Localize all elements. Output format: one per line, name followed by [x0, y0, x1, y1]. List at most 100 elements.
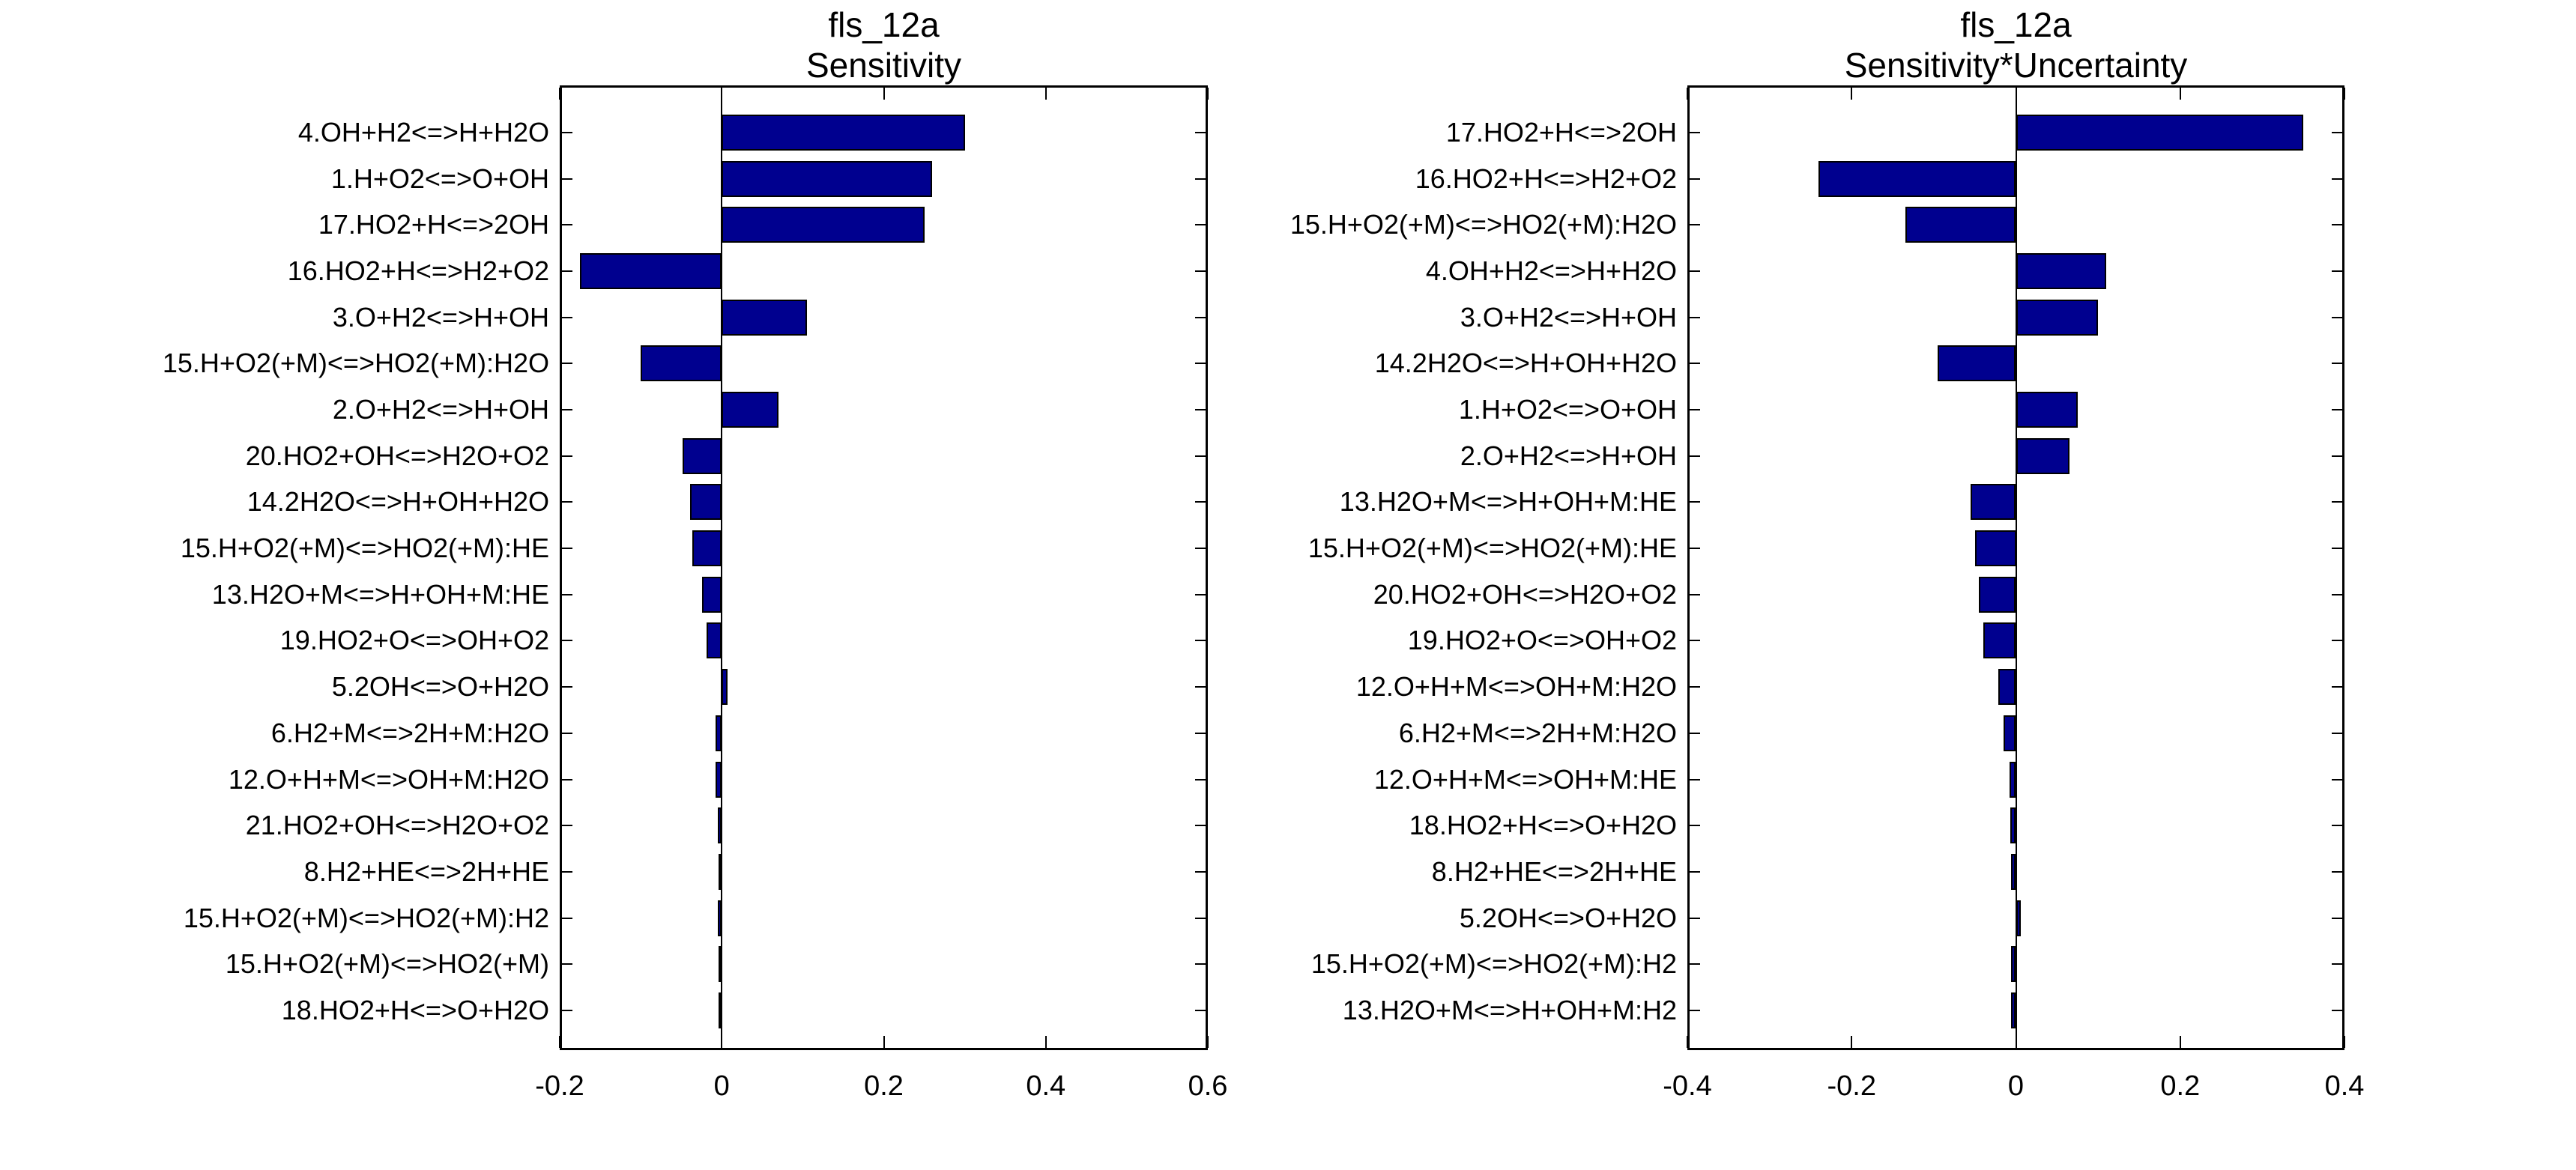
x-tick-mark — [2015, 1036, 2017, 1048]
y-tick-mark — [1690, 409, 1700, 411]
y-tick-mark — [1690, 825, 1700, 827]
y-tick-mark — [562, 178, 572, 180]
y-tick-mark — [562, 1009, 572, 1011]
y-tick-mark — [1195, 732, 1206, 734]
y-axis-label: 1.H+O2<=>O+OH — [330, 163, 549, 194]
y-tick-mark — [1195, 270, 1206, 273]
x-tick-mark — [883, 88, 885, 100]
y-tick-mark — [1690, 963, 1700, 966]
bar — [718, 853, 722, 890]
bar — [2016, 253, 2107, 290]
x-tick-mark — [1687, 88, 1688, 100]
y-axis-label: 12.O+H+M<=>OH+M:H2O — [228, 763, 549, 795]
y-axis-label: 1.H+O2<=>O+OH — [1458, 394, 1677, 425]
y-tick-mark — [1195, 501, 1206, 503]
y-axis-label: 14.2H2O<=>H+OH+H2O — [247, 486, 549, 518]
y-axis-label: 3.O+H2<=>H+OH — [1460, 301, 1677, 333]
bar — [717, 900, 722, 936]
y-tick-mark — [2332, 501, 2342, 503]
y-axis-label: 15.H+O2(+M)<=>HO2(+M):H2O — [162, 348, 549, 379]
y-tick-mark — [562, 132, 572, 133]
x-tick-label: 0 — [713, 1070, 730, 1102]
y-axis-label: 2.O+H2<=>H+OH — [1460, 440, 1677, 471]
y-tick-mark — [562, 778, 572, 780]
y-tick-mark — [2332, 178, 2342, 180]
y-axis-label: 13.H2O+M<=>H+OH+M:HE — [211, 578, 549, 610]
y-tick-mark — [562, 825, 572, 827]
x-tick-mark — [1207, 88, 1209, 100]
y-tick-mark — [2332, 132, 2342, 133]
y-axis-label: 4.OH+H2<=>H+H2O — [297, 117, 549, 148]
y-tick-mark — [1195, 778, 1206, 780]
bar — [2004, 715, 2016, 751]
y-axis-label: 4.OH+H2<=>H+H2O — [1425, 255, 1677, 287]
y-tick-mark — [2332, 732, 2342, 734]
bar — [1938, 345, 2016, 382]
bar — [2011, 946, 2016, 983]
y-tick-mark — [1195, 178, 1206, 180]
chart-title-line1: fls_12a — [828, 5, 940, 44]
bar — [722, 207, 925, 243]
y-tick-mark — [2332, 640, 2342, 642]
bar — [706, 622, 722, 659]
bar — [717, 807, 722, 844]
y-axis-label: 2.O+H2<=>H+OH — [332, 394, 549, 425]
chart-title-line1: fls_12a — [1960, 5, 2072, 44]
y-tick-mark — [1690, 316, 1700, 318]
y-tick-mark — [1690, 778, 1700, 780]
y-tick-mark — [2332, 316, 2342, 318]
bar — [2016, 900, 2022, 936]
x-tick-mark — [883, 1036, 885, 1048]
y-axis-label: 19.HO2+O<=>OH+O2 — [1407, 625, 1677, 656]
y-axis-label: 15.H+O2(+M)<=>HO2(+M):H2O — [1289, 209, 1677, 240]
bar — [715, 761, 722, 798]
y-tick-mark — [562, 501, 572, 503]
y-axis-label: 20.HO2+OH<=>H2O+O2 — [1373, 578, 1677, 610]
bar — [2016, 299, 2099, 336]
y-tick-mark — [2332, 593, 2342, 595]
zero-baseline — [2015, 85, 2017, 1050]
y-tick-mark — [1690, 270, 1700, 273]
y-axis-label: 15.H+O2(+M)<=>HO2(+M) — [225, 948, 549, 980]
x-tick-mark — [559, 88, 560, 100]
y-axis-label: 15.H+O2(+M)<=>HO2(+M):HE — [1307, 533, 1677, 564]
y-axis-label: 14.2H2O<=>H+OH+H2O — [1374, 348, 1677, 379]
y-tick-mark — [2332, 363, 2342, 365]
y-tick-mark — [1195, 640, 1206, 642]
y-axis-label: 6.H2+M<=>2H+M:H2O — [270, 717, 549, 748]
y-tick-mark — [1195, 963, 1206, 966]
x-tick-mark — [1044, 1036, 1047, 1048]
y-tick-mark — [1195, 870, 1206, 873]
y-tick-mark — [1195, 686, 1206, 688]
bar — [2016, 115, 2304, 151]
y-axis-label: 8.H2+HE<=>2H+HE — [303, 855, 549, 887]
y-axis-label: 21.HO2+OH<=>H2O+O2 — [245, 810, 549, 841]
x-tick-mark — [2179, 1036, 2181, 1048]
bar — [1979, 576, 2016, 613]
y-tick-mark — [1690, 1009, 1700, 1011]
x-tick-label: 0.6 — [1188, 1070, 1228, 1102]
chart-title-line2: Sensitivity — [805, 46, 962, 85]
bar — [2009, 761, 2016, 798]
y-tick-mark — [1690, 455, 1700, 457]
y-tick-mark — [562, 270, 572, 273]
y-axis-label: 13.H2O+M<=>H+OH+M:HE — [1339, 486, 1677, 518]
y-axis-label: 15.H+O2(+M)<=>HO2(+M):H2 — [1310, 948, 1677, 980]
y-tick-mark — [562, 593, 572, 595]
y-tick-mark — [562, 316, 572, 318]
y-axis-label: 20.HO2+OH<=>H2O+O2 — [245, 440, 549, 471]
x-tick-mark — [2015, 88, 2017, 100]
y-tick-mark — [1690, 732, 1700, 734]
y-axis-label: 17.HO2+H<=>2OH — [318, 209, 549, 240]
y-tick-mark — [1690, 917, 1700, 919]
y-tick-mark — [1195, 455, 1206, 457]
x-tick-label: 0.4 — [2324, 1070, 2365, 1102]
y-tick-mark — [1690, 548, 1700, 550]
y-tick-mark — [1690, 132, 1700, 133]
y-tick-mark — [1690, 363, 1700, 365]
bar — [2016, 392, 2078, 428]
y-axis-label: 3.O+H2<=>H+OH — [332, 301, 549, 333]
bar — [1971, 484, 2016, 521]
bar — [719, 992, 722, 1028]
